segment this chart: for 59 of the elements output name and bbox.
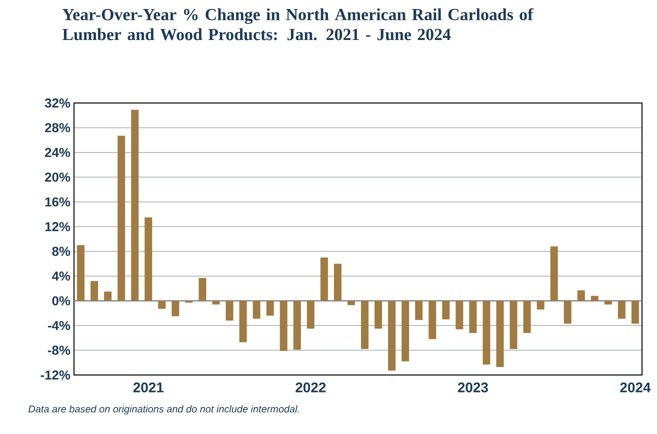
bar <box>415 300 423 320</box>
bar <box>469 300 477 333</box>
bar <box>131 110 139 301</box>
y-tick-label: 28% <box>45 123 70 132</box>
y-tick-label: 12% <box>45 222 70 232</box>
bar <box>158 300 166 309</box>
bar <box>320 258 328 301</box>
chart-title: Year-Over-Year % Change in North American Rail Carloads of Lumber and Wood Products: Jan. 2021 - June 2024 <box>62 8 534 40</box>
bar <box>510 300 518 350</box>
y-tick-label: 8% <box>52 246 70 256</box>
bar <box>226 300 234 321</box>
bar <box>374 300 382 329</box>
y-tick-label: -12% <box>40 370 70 380</box>
bar <box>118 136 126 301</box>
bar <box>280 300 288 351</box>
bar <box>104 292 112 301</box>
y-tick-label: 4% <box>52 272 70 281</box>
bar <box>90 281 98 301</box>
bar <box>590 296 598 301</box>
bar <box>456 300 464 330</box>
y-tick-label: 20% <box>45 172 70 182</box>
y-tick-label: -4% <box>48 320 70 330</box>
bar <box>523 300 531 333</box>
bar <box>428 300 436 340</box>
bar <box>402 300 410 362</box>
bar <box>266 300 274 316</box>
bar <box>212 300 220 305</box>
bar <box>77 245 85 301</box>
bar <box>564 300 572 324</box>
bar <box>618 300 626 319</box>
x-tick-label: 2022 <box>296 382 326 392</box>
bar <box>172 300 180 316</box>
bar <box>577 290 585 301</box>
y-tick-label: 0% <box>52 296 70 306</box>
bar <box>252 300 260 319</box>
bar <box>388 300 396 371</box>
text: Data are based on originations and do not include intermodal. <box>28 405 299 414</box>
bar <box>604 300 612 305</box>
bar <box>306 300 314 329</box>
x-tick-label: 2024 <box>620 382 651 392</box>
bar <box>442 300 450 320</box>
bar <box>293 300 301 350</box>
bar <box>536 300 544 310</box>
y-tick-label: -8% <box>48 346 70 355</box>
bar <box>482 300 490 364</box>
bar <box>144 217 152 301</box>
bar <box>361 300 369 350</box>
y-tick-label: 32% <box>44 98 70 108</box>
x-tick-label: 2023 <box>458 382 488 392</box>
bar <box>550 246 558 301</box>
x-tick-label: 2021 <box>133 382 164 392</box>
y-tick-label: 24% <box>45 148 70 158</box>
bar <box>631 300 639 324</box>
bar <box>496 300 504 367</box>
bar <box>198 278 206 301</box>
y-tick-label: 16% <box>45 197 70 206</box>
bar <box>239 300 247 342</box>
bar <box>347 300 355 306</box>
bar <box>334 264 342 301</box>
